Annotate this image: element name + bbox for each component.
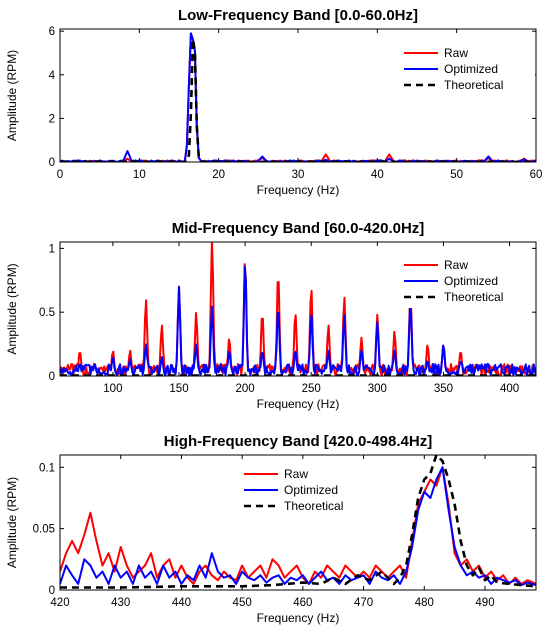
y-tick-label: 6 (49, 26, 55, 38)
y-tick-label: 0 (49, 585, 55, 597)
legend-label-theoretical: Theoretical (444, 290, 503, 304)
y-tick-label: 2 (49, 113, 55, 125)
legend-label-optimized: Optimized (284, 483, 338, 497)
x-tick-label: 150 (169, 383, 188, 395)
legend-label-theoretical: Theoretical (444, 78, 503, 92)
low-frequency-panel: Low-Frequency Band [0.0-60.0Hz]0 10 20 30 40… (5, 7, 542, 197)
x-tick-label: 100 (103, 383, 122, 395)
x-tick-label: 490 (475, 597, 494, 609)
y-tick-label: 4 (49, 70, 56, 82)
legend-label-raw: Raw (444, 258, 468, 272)
axes-box (59, 241, 537, 377)
mid-frequency-panel: Mid-Frequency Band [60.0-420.0Hz] 100 150 2… (5, 220, 537, 411)
x-tick-label: 420 (50, 597, 69, 609)
x-tick-label: 480 (415, 597, 434, 609)
x-tick-label: 450 (233, 597, 252, 609)
x-tick-label: 60 (530, 169, 543, 181)
x-tick-label: 430 (111, 597, 130, 609)
legend: Raw Optimized Theoretical (400, 256, 535, 308)
chart-title: High-Frequency Band [420.0-498.4Hz] (164, 433, 432, 450)
x-tick-label: 20 (212, 169, 225, 181)
series-line-optimized (60, 265, 536, 376)
x-tick-label: 400 (500, 383, 519, 395)
y-tick-label: 0.05 (33, 524, 55, 536)
series-line-optimized (60, 466, 536, 587)
x-tick-label: 10 (133, 169, 146, 181)
axes-box (59, 454, 537, 591)
x-tick-label: 460 (293, 597, 312, 609)
y-tick-label: 0 (49, 371, 55, 383)
x-tick-label: 250 (302, 383, 321, 395)
x-tick-label: 350 (434, 383, 453, 395)
series-group (60, 455, 536, 589)
y-axis-label: Amplitude (RPM) (5, 477, 19, 568)
x-axis-label: Frequency (Hz) (257, 183, 340, 197)
legend: Raw Optimized Theoretical (400, 44, 535, 96)
y-tick-label: 1 (49, 243, 55, 255)
legend-label-raw: Raw (444, 46, 468, 60)
y-axis-label: Amplitude (RPM) (5, 50, 19, 141)
x-tick-label: 440 (172, 597, 191, 609)
y-axis-label: Amplitude (RPM) (5, 263, 19, 354)
x-tick-label: 300 (368, 383, 387, 395)
chart-title: Mid-Frequency Band [60.0-420.0Hz] (172, 220, 425, 237)
y-tick-label: 0 (49, 157, 55, 169)
legend-label-raw: Raw (284, 467, 308, 481)
x-axis-label: Frequency (Hz) (257, 397, 340, 411)
x-tick-label: 200 (236, 383, 255, 395)
legend: Raw Optimized Theoretical (240, 465, 360, 515)
x-tick-label: 470 (354, 597, 373, 609)
y-tick-label: 0.5 (39, 307, 55, 319)
high-frequency-panel: High-Frequency Band [420.0-498.4Hz] 420 43… (5, 433, 537, 625)
x-tick-label: 30 (292, 169, 305, 181)
series-line-raw (60, 466, 536, 585)
x-tick-label: 40 (371, 169, 384, 181)
legend-label-optimized: Optimized (444, 62, 498, 76)
x-axis-label: Frequency (Hz) (257, 611, 340, 625)
legend-label-theoretical: Theoretical (284, 499, 343, 513)
y-tick-label: 0.1 (39, 462, 55, 474)
chart-title: Low-Frequency Band [0.0-60.0Hz] (178, 7, 418, 24)
legend-label-optimized: Optimized (444, 274, 498, 288)
x-tick-label: 0 (57, 169, 63, 181)
x-tick-label: 50 (450, 169, 463, 181)
